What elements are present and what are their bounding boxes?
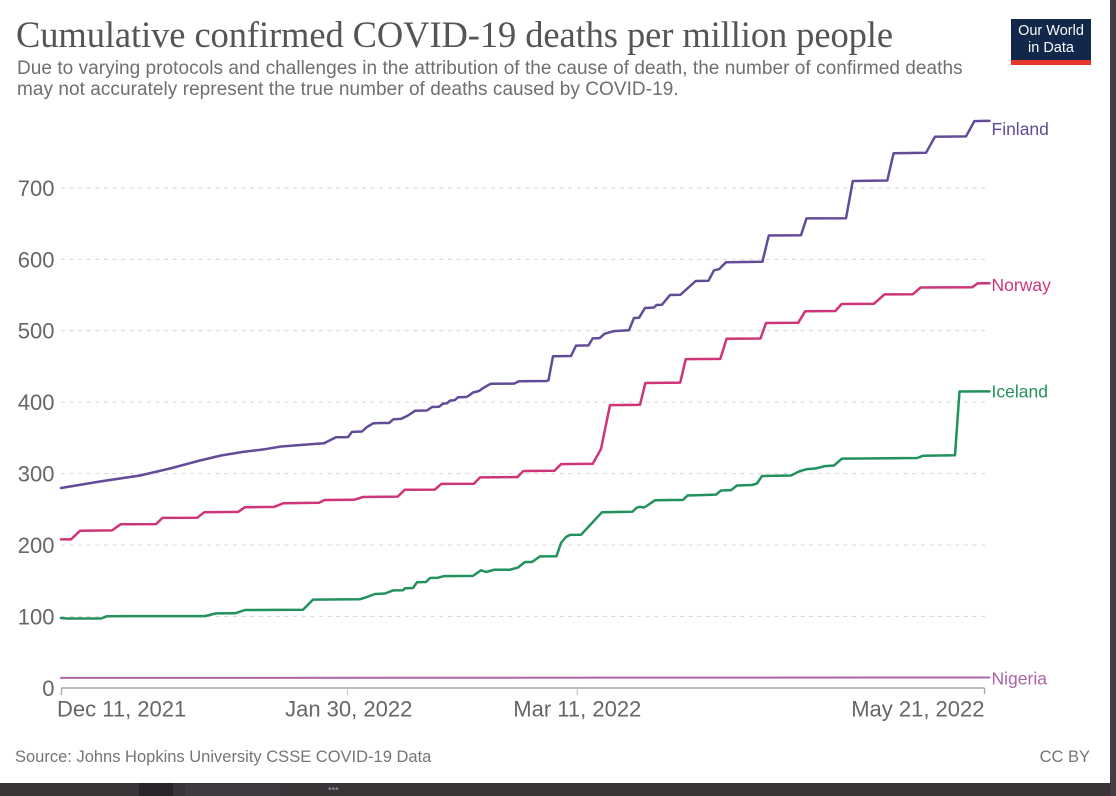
svg-text:Dec 11, 2021: Dec 11, 2021 [57, 697, 186, 722]
svg-text:100: 100 [18, 604, 55, 629]
svg-text:Mar 11, 2022: Mar 11, 2022 [513, 697, 641, 722]
svg-text:600: 600 [18, 247, 55, 272]
svg-text:0: 0 [42, 676, 54, 701]
svg-text:400: 400 [18, 390, 55, 415]
svg-text:Norway: Norway [992, 275, 1052, 295]
svg-text:Jan 30, 2022: Jan 30, 2022 [285, 697, 412, 722]
svg-text:Nigeria: Nigeria [992, 669, 1048, 689]
svg-text:200: 200 [18, 533, 55, 558]
svg-text:Iceland: Iceland [992, 382, 1048, 402]
svg-text:300: 300 [18, 462, 55, 487]
svg-text:500: 500 [18, 319, 55, 344]
svg-text:May 21, 2022: May 21, 2022 [851, 697, 984, 722]
svg-text:Finland: Finland [992, 119, 1049, 139]
svg-text:700: 700 [18, 176, 55, 201]
